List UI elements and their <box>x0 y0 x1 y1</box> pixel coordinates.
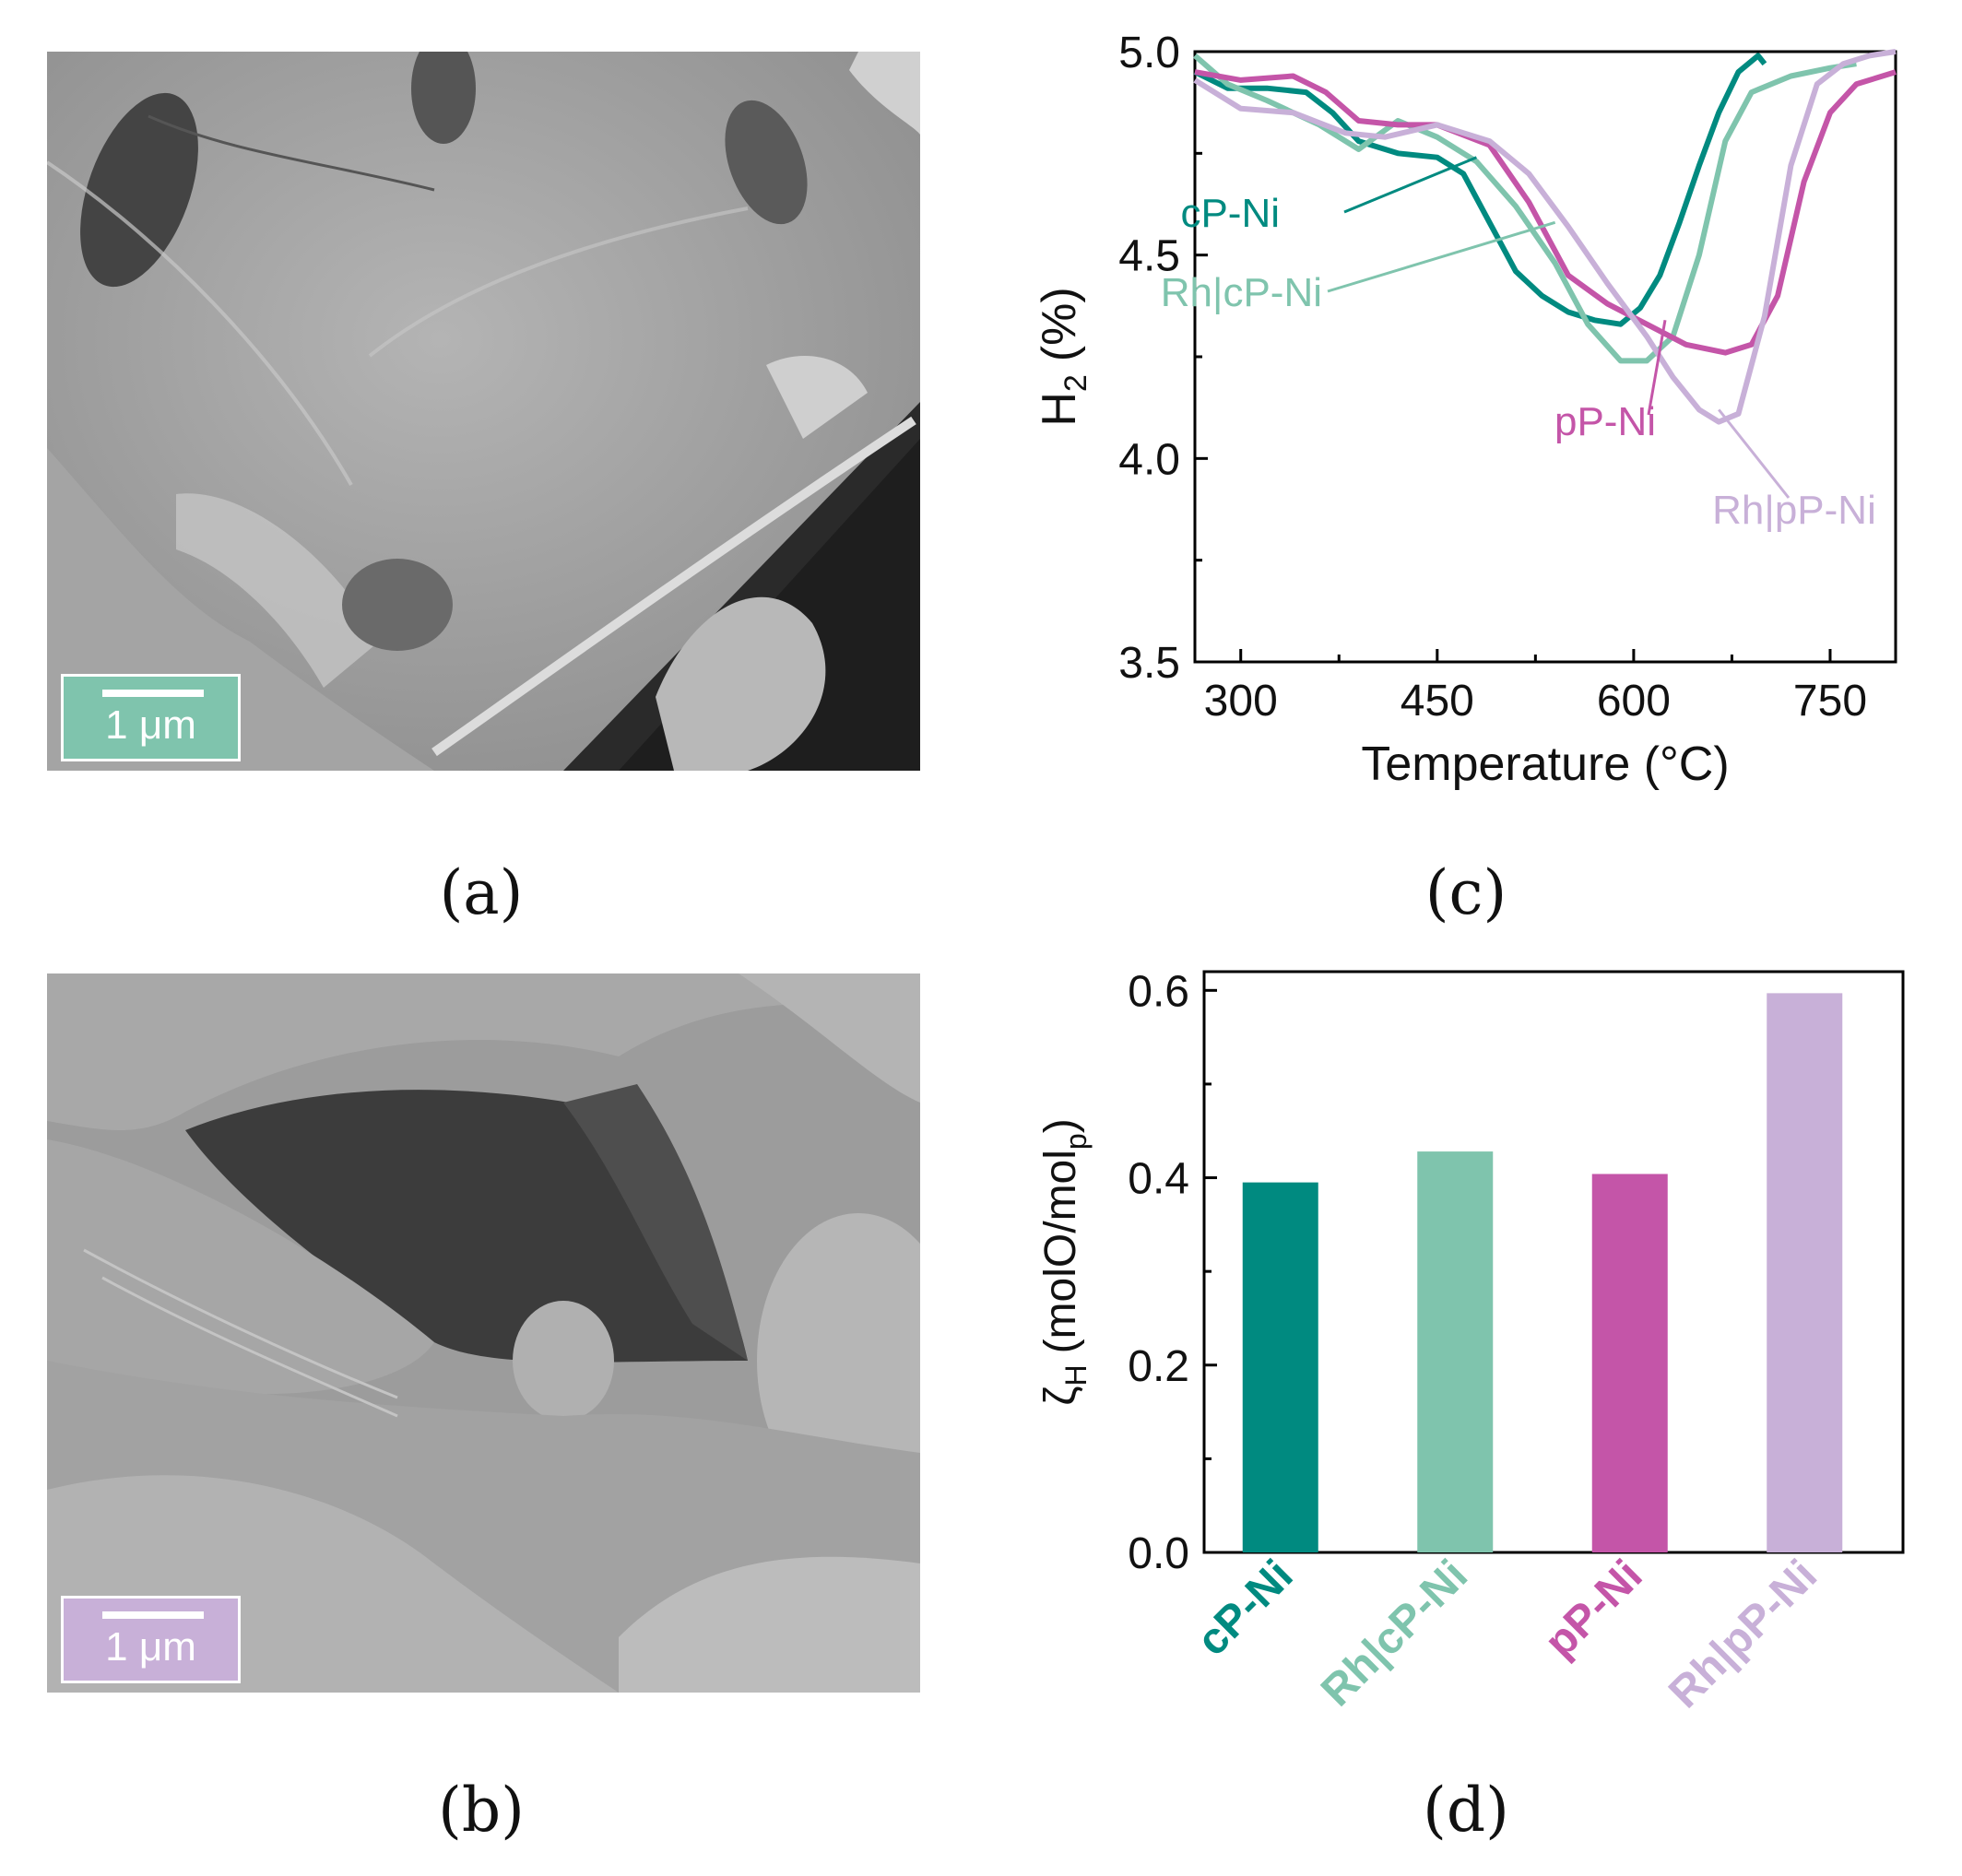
zeta-y-tick-label: 0.2 <box>1128 1342 1189 1391</box>
sem-image-a-drawing <box>47 52 920 771</box>
series-line-pp-ni <box>1194 69 1897 356</box>
caption-c-text: (c) <box>1424 857 1507 928</box>
caption-c: (c) <box>1374 857 1558 928</box>
h2-temperature-chart: 300 450 600 750 3.5 4.0 4.5 5.0 Temperature (°C)… <box>1033 29 1897 791</box>
caption-b: (b) <box>389 1775 573 1846</box>
h2-x-tick-label: 300 <box>1204 677 1278 726</box>
zeta-y-label-sub: H <box>1059 1364 1093 1386</box>
bar-rh-cp-ni <box>1417 1151 1494 1552</box>
annotation-label: Rh|pP-Ni <box>1712 488 1876 533</box>
scalebar-a-line <box>102 690 204 697</box>
caption-a-text: (a) <box>439 857 524 928</box>
h2-y-axis-label: H2 (%) <box>1033 287 1093 426</box>
series-line-rh-pp-ni <box>1193 49 1897 425</box>
scalebar-a-label: 1 μm <box>105 702 196 748</box>
zeta-y-axis-label: ζH (molO/molp) <box>1036 1118 1093 1405</box>
zeta-plot-frame <box>1202 970 1905 1554</box>
h2-x-tick-label: 450 <box>1401 677 1474 726</box>
h2-chart-series <box>1193 49 1897 425</box>
h2-x-tick-label: 750 <box>1793 677 1867 726</box>
caption-d-text: (d) <box>1423 1775 1509 1846</box>
h2-chart-annotations: cP-Ni Rh|cP-Ni pP-Ni Rh|pP-Ni <box>1161 156 1876 533</box>
sem-image-a: 1 μm <box>47 52 920 771</box>
caption-d: (d) <box>1374 1775 1558 1846</box>
annotation-label: cP-Ni <box>1180 191 1280 236</box>
h2-y-tick-label: 5.0 <box>1118 29 1180 77</box>
scalebar-b-label: 1 μm <box>105 1624 196 1670</box>
zeta-y-tick-label: 0.4 <box>1128 1155 1189 1204</box>
h2-x-axis-label: Temperature (°C) <box>1361 737 1729 791</box>
category-label-pp-ni: pP-Ni <box>1535 1551 1651 1667</box>
annotation-leader <box>1647 320 1667 416</box>
category-label-rh-cp-ni: Rh|cP-Ni <box>1312 1551 1477 1716</box>
h2-y-label-unit: (%) <box>1033 287 1086 361</box>
h2-y-label-main: H <box>1033 392 1086 427</box>
h2-y-tick-label: 4.5 <box>1118 232 1180 281</box>
zeta-y-label-main: ζ <box>1036 1386 1085 1406</box>
bar-cp-ni <box>1242 1182 1318 1552</box>
scalebar-b: 1 μm <box>61 1596 241 1683</box>
zeta-y-tick-label: 0.0 <box>1128 1529 1189 1578</box>
zeta-bar-chart: 0.0 0.2 0.4 0.6 ζH (molO/molp) cP-Ni Rh|cP-Ni p… <box>1036 967 1905 1717</box>
h2-chart-axes: 300 450 600 750 3.5 4.0 4.5 5.0 Temperature (°C)… <box>1033 29 1897 791</box>
zeta-chart-bars: cP-Ni Rh|cP-Ni pP-Ni Rh|pP-Ni <box>1188 993 1843 1717</box>
series-line-cp-ni <box>1193 53 1767 327</box>
h2-plot-frame <box>1193 50 1897 664</box>
annotation-label: Rh|cP-Ni <box>1161 270 1322 315</box>
bar-pp-ni <box>1591 1174 1668 1552</box>
annotation-label: pP-Ni <box>1554 399 1656 444</box>
h2-x-tick-label: 600 <box>1597 677 1671 726</box>
scalebar-b-line <box>102 1611 204 1619</box>
h2-y-tick-label: 3.5 <box>1118 639 1180 688</box>
sem-image-b: 1 μm <box>47 973 920 1693</box>
annotation-leader <box>1327 220 1556 293</box>
scalebar-a: 1 μm <box>61 674 241 761</box>
zeta-y-tick-label: 0.6 <box>1128 967 1189 1016</box>
annotation-leader <box>1718 408 1791 499</box>
h2-y-tick-label: 4.0 <box>1118 435 1180 484</box>
zeta-y-label-unit: (molO/mol <box>1036 1150 1085 1353</box>
caption-b-text: (b) <box>438 1775 525 1846</box>
series-line-rh-cp-ni <box>1193 53 1857 364</box>
bar-rh-pp-ni <box>1767 993 1843 1552</box>
category-label-cp-ni: cP-Ni <box>1188 1551 1302 1665</box>
category-label-rh-pp-ni: Rh|pP-Ni <box>1660 1551 1826 1717</box>
annotation-leader <box>1343 156 1477 214</box>
h2-y-label-sub: 2 <box>1058 374 1093 392</box>
zeta-y-label-unit-end: ) <box>1036 1118 1085 1133</box>
sem-image-b-drawing <box>47 973 920 1693</box>
zeta-chart-axes: 0.0 0.2 0.4 0.6 ζH (molO/molp) <box>1036 967 1905 1578</box>
zeta-y-label-unit-sub: p <box>1059 1133 1093 1150</box>
caption-a: (a) <box>389 857 573 928</box>
